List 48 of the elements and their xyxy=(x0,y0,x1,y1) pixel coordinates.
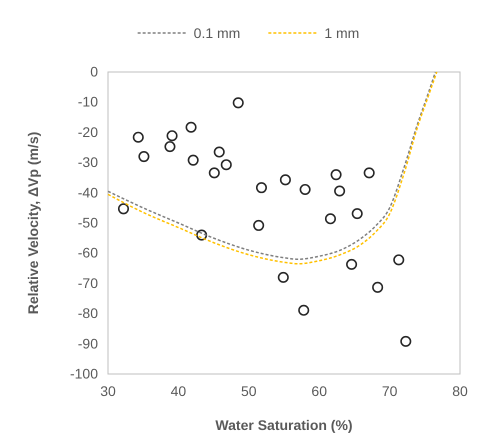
x-axis-title: Water Saturation (%) xyxy=(215,417,353,433)
point xyxy=(324,213,336,224)
y-tick-label: -10 xyxy=(78,94,98,110)
point xyxy=(208,167,220,178)
x-tick-label: 50 xyxy=(241,382,257,399)
point xyxy=(346,258,358,270)
point xyxy=(118,203,130,214)
y-tick-label: -30 xyxy=(78,154,98,170)
legend-label: 0.1 mm xyxy=(194,25,240,41)
point xyxy=(188,154,199,166)
point xyxy=(214,146,225,158)
point xyxy=(393,254,404,266)
point xyxy=(372,282,384,293)
point xyxy=(364,167,375,178)
point xyxy=(278,272,289,283)
y-tick-label: -70 xyxy=(78,274,98,291)
point xyxy=(280,174,291,186)
x-tick-label: 80 xyxy=(452,382,468,399)
point xyxy=(330,169,342,180)
x-tick-label: 40 xyxy=(170,382,186,399)
point xyxy=(164,141,176,152)
y-tick-label: -40 xyxy=(78,184,98,200)
y-tick-label: 0 xyxy=(90,63,98,80)
point xyxy=(166,130,178,142)
y-tick-label: -80 xyxy=(78,305,98,322)
point xyxy=(196,230,208,241)
point xyxy=(334,185,346,196)
x-tick-label: 30 xyxy=(100,382,116,399)
point xyxy=(253,220,264,231)
point xyxy=(298,304,310,316)
point xyxy=(300,184,311,195)
y-axis-title: Relative Velocity, ΔVp (m/s) xyxy=(25,132,41,314)
point xyxy=(132,132,144,143)
legend-label: 1 mm xyxy=(324,25,360,41)
x-tick-label: 60 xyxy=(311,382,328,399)
point xyxy=(352,208,363,220)
x-tick-label: 70 xyxy=(382,382,398,399)
point xyxy=(400,336,412,347)
y-tick-label: -60 xyxy=(78,244,98,261)
point xyxy=(256,182,267,194)
y-tick-label: -100 xyxy=(70,365,98,382)
y-tick-label: -90 xyxy=(78,335,98,352)
point xyxy=(138,151,150,162)
point xyxy=(220,159,232,170)
y-tick-label: -20 xyxy=(78,124,98,140)
point xyxy=(232,97,244,108)
y-tick-label: -50 xyxy=(78,214,98,230)
point xyxy=(186,122,197,133)
